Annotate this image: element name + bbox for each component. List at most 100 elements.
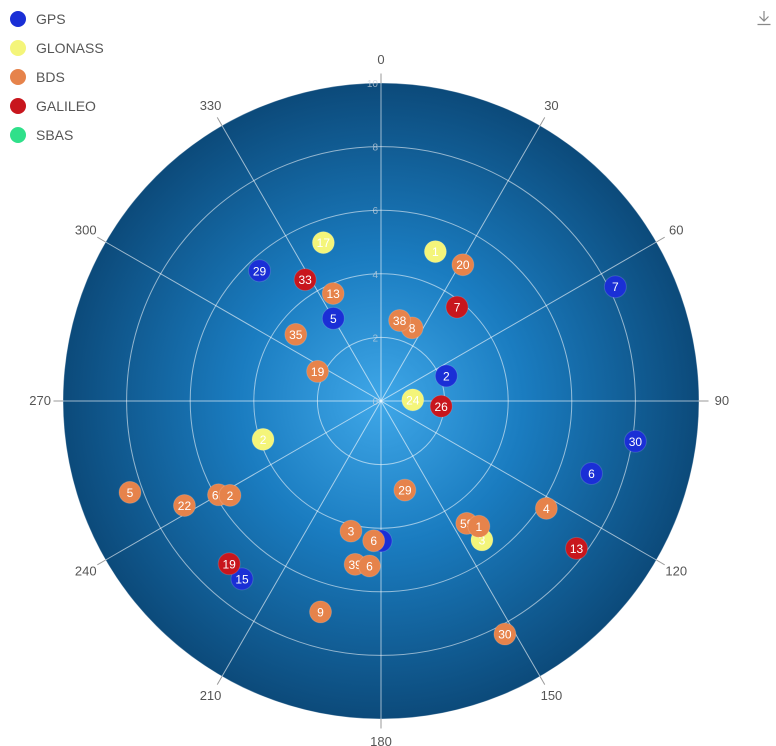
- satellite-marker: [401, 388, 425, 412]
- satellite-point-gps[interactable]: 29: [248, 259, 272, 283]
- satellite-label: 38: [393, 314, 407, 328]
- satellite-label: 35: [289, 328, 303, 342]
- satellite-label: 7: [612, 280, 619, 294]
- legend-marker-glonass: [10, 39, 26, 56]
- radial-line: [380, 241, 657, 402]
- download-icon[interactable]: [756, 10, 772, 26]
- satellite-label: 6: [366, 559, 373, 573]
- angle-tick: [656, 559, 665, 566]
- satellite-point-galileo[interactable]: 26: [429, 394, 453, 418]
- satellite-marker: [565, 536, 589, 560]
- satellite-point-bds[interactable]: 38: [388, 308, 412, 332]
- legend-label-gps: GPS: [36, 10, 66, 27]
- satellite-label: 29: [398, 484, 412, 498]
- legend-item-gps[interactable]: GPS: [10, 4, 104, 33]
- satellite-point-gps[interactable]: 7: [603, 275, 627, 299]
- satellite-label: 19: [223, 557, 237, 571]
- satellite-label: 30: [498, 628, 512, 642]
- satellite-marker: [217, 552, 241, 576]
- satellite-marker: [357, 554, 381, 578]
- satellite-label: 1: [432, 245, 439, 259]
- satellite-label: 22: [178, 499, 192, 513]
- satellite-label: 24: [406, 393, 420, 407]
- satellite-marker: [251, 427, 275, 451]
- satellite-marker: [451, 253, 475, 277]
- satellite-label: 4: [543, 502, 550, 516]
- satellite-label: 19: [311, 365, 325, 379]
- legend: GPS GLONASS BDS GALILEO SBAS: [10, 4, 104, 149]
- satellite-marker: [321, 306, 345, 330]
- satellite-marker: [434, 364, 458, 388]
- satellite-marker: [230, 567, 254, 591]
- satellite-point-galileo[interactable]: 19: [217, 552, 241, 576]
- angle-tick-label: 180: [370, 734, 392, 746]
- satellite-point-bds[interactable]: 1: [467, 514, 491, 538]
- satellite-point-bds[interactable]: 3: [339, 519, 363, 543]
- legend-marker-bds: [10, 68, 26, 85]
- satellite-marker: [467, 514, 491, 538]
- radius-tick-label: 6: [372, 206, 378, 217]
- satellite-point-glonass[interactable]: 2: [251, 427, 275, 451]
- legend-item-glonass[interactable]: GLONASS: [10, 33, 104, 62]
- angle-tick-label: 150: [541, 688, 563, 703]
- legend-marker-sbas: [10, 126, 26, 143]
- satellite-point-bds[interactable]: 19: [306, 359, 330, 383]
- satellite-point-gps[interactable]: 6: [579, 461, 603, 485]
- satellite-point-bds[interactable]: 20: [451, 253, 475, 277]
- satellite-point-galileo[interactable]: 7: [445, 295, 469, 319]
- satellite-label: 30: [629, 435, 643, 449]
- satellite-point-gps[interactable]: 15: [230, 567, 254, 591]
- satellite-label: 17: [317, 236, 331, 250]
- satellite-point-bds[interactable]: 4: [534, 496, 558, 520]
- satellite-point-bds[interactable]: 6: [357, 554, 381, 578]
- satellite-point-bds[interactable]: 9: [309, 600, 333, 624]
- satellite-point-bds[interactable]: 29: [393, 478, 417, 502]
- angle-tick: [97, 236, 106, 243]
- satellite-point-bds[interactable]: 35: [284, 322, 308, 346]
- radius-tick-label: 10: [367, 79, 379, 90]
- satellite-point-bds[interactable]: 6: [362, 529, 386, 553]
- legend-label-sbas: SBAS: [36, 126, 74, 143]
- radial-line: [105, 241, 382, 402]
- satellite-label: 33: [298, 273, 312, 287]
- satellite-point-bds[interactable]: 2: [218, 483, 242, 507]
- satellite-label: 3: [479, 533, 486, 547]
- radial-line: [380, 400, 657, 561]
- satellite-point-bds[interactable]: 30: [493, 622, 517, 646]
- legend-item-sbas[interactable]: SBAS: [10, 120, 104, 149]
- legend-marker-gps: [10, 10, 26, 27]
- satellite-label: 6: [370, 534, 377, 548]
- satellite-point-glonass[interactable]: 1: [423, 240, 447, 264]
- satellite-point-galileo[interactable]: 33: [293, 268, 317, 292]
- satellite-marker: [423, 240, 447, 264]
- satellite-marker: [362, 529, 386, 553]
- satellite-point-glonass[interactable]: 17: [311, 231, 335, 255]
- angle-tick-label: 270: [29, 393, 51, 408]
- angle-tick-label: 330: [200, 98, 222, 113]
- legend-marker-galileo: [10, 97, 26, 114]
- angle-tick-label: 120: [665, 563, 687, 578]
- satellite-point-gps[interactable]: 2: [434, 364, 458, 388]
- angle-tick-label: 300: [75, 223, 97, 238]
- legend-label-bds: BDS: [36, 68, 65, 85]
- satellite-point-glonass[interactable]: 24: [401, 388, 425, 412]
- satellite-point-bds[interactable]: 13: [321, 282, 345, 306]
- angle-tick-label: 210: [200, 688, 222, 703]
- satellite-label: 15: [235, 572, 249, 586]
- satellite-label: 13: [326, 287, 340, 301]
- satellite-label: 29: [253, 264, 267, 278]
- satellite-marker: [445, 295, 469, 319]
- satellite-point-bds[interactable]: 22: [172, 494, 196, 518]
- satellite-label: 7: [454, 301, 461, 315]
- legend-item-galileo[interactable]: GALILEO: [10, 91, 104, 120]
- satellite-marker: [429, 394, 453, 418]
- radial-line: [221, 400, 382, 677]
- satellite-point-gps[interactable]: 30: [623, 429, 647, 453]
- legend-item-bds[interactable]: BDS: [10, 62, 104, 91]
- satellite-point-gps[interactable]: 5: [321, 306, 345, 330]
- satellite-point-galileo[interactable]: 13: [565, 536, 589, 560]
- satellite-point-bds[interactable]: 5: [118, 480, 142, 504]
- satellite-marker: [393, 478, 417, 502]
- angle-tick: [539, 117, 546, 126]
